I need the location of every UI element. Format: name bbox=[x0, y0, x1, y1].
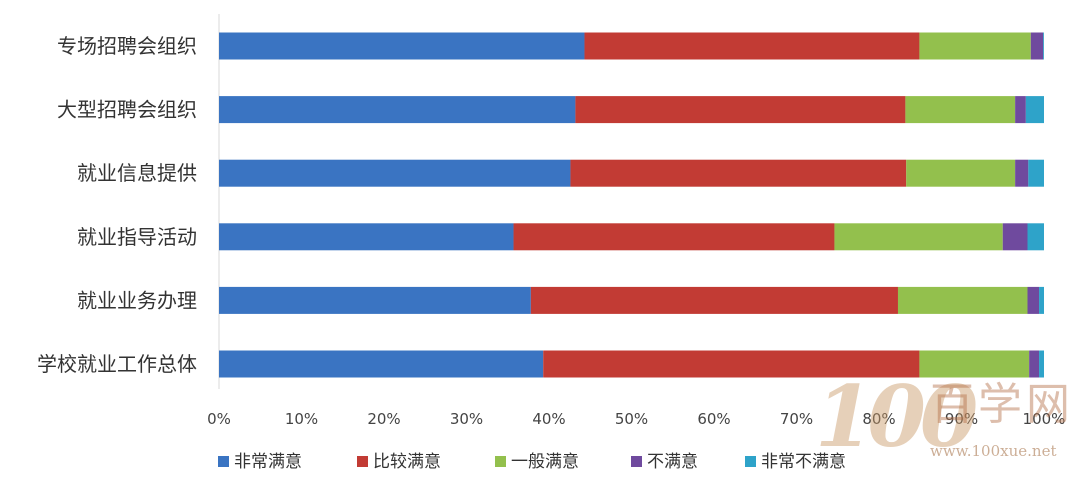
category-label: 大型招聘会组织 bbox=[57, 98, 197, 122]
x-tick-label: 30% bbox=[450, 410, 483, 428]
legend-swatch bbox=[631, 456, 642, 467]
bar-segment bbox=[1043, 32, 1044, 60]
category-label: 专场招聘会组织 bbox=[57, 34, 197, 58]
bar-segment bbox=[1015, 159, 1029, 187]
bar-segment bbox=[570, 159, 907, 187]
bar-segment bbox=[1029, 350, 1040, 378]
category-label: 就业业务办理 bbox=[77, 288, 197, 312]
x-tick-label: 70% bbox=[780, 410, 813, 428]
bar-segment bbox=[1028, 159, 1044, 187]
legend-swatch bbox=[357, 456, 368, 467]
category-label: 就业指导活动 bbox=[77, 225, 197, 249]
bar-segment bbox=[906, 159, 1016, 187]
bar-segment bbox=[1039, 286, 1044, 314]
bar-segment bbox=[219, 286, 531, 314]
bar-segment bbox=[834, 223, 1003, 251]
bar-segment bbox=[584, 32, 920, 60]
bar-segment bbox=[513, 223, 835, 251]
x-tick-label: 60% bbox=[697, 410, 730, 428]
bar-segment bbox=[905, 96, 1016, 124]
bar-segment bbox=[919, 350, 1030, 378]
legend-label: 非常不满意 bbox=[761, 452, 846, 472]
bar-segment bbox=[919, 32, 1031, 60]
legend-label: 一般满意 bbox=[511, 452, 579, 472]
x-tick-label: 20% bbox=[367, 410, 400, 428]
x-tick-label: 80% bbox=[862, 410, 895, 428]
bar-segment bbox=[1002, 223, 1028, 251]
x-tick-label: 10% bbox=[285, 410, 318, 428]
bar-segment bbox=[1027, 223, 1044, 251]
x-tick-label: 90% bbox=[945, 410, 978, 428]
legend-swatch bbox=[495, 456, 506, 467]
bar-segment bbox=[1015, 96, 1026, 124]
bar-segment bbox=[1025, 96, 1044, 124]
legend-label: 不满意 bbox=[647, 452, 698, 472]
bar-segment bbox=[219, 32, 585, 60]
legend-swatch bbox=[745, 456, 756, 467]
bar-segment bbox=[543, 350, 920, 378]
legend-label: 比较满意 bbox=[373, 452, 441, 472]
legend-label: 非常满意 bbox=[234, 452, 302, 472]
bar-segment bbox=[219, 223, 514, 251]
bar-segment bbox=[1039, 350, 1044, 378]
bar-segment bbox=[897, 286, 1028, 314]
x-tick-label: 40% bbox=[532, 410, 565, 428]
x-tick-label: 0% bbox=[207, 410, 231, 428]
bar-segment bbox=[575, 96, 906, 124]
legend-swatch bbox=[218, 456, 229, 467]
x-tick-label: 50% bbox=[615, 410, 648, 428]
bar-segment bbox=[219, 159, 571, 187]
category-label: 学校就业工作总体 bbox=[37, 352, 197, 376]
category-label: 就业信息提供 bbox=[77, 161, 197, 185]
x-tick-label: 100% bbox=[1023, 410, 1066, 428]
bar-segment bbox=[530, 286, 898, 314]
bar-segment bbox=[1030, 32, 1044, 60]
bar-segment bbox=[1027, 286, 1040, 314]
bar-segment bbox=[219, 350, 544, 378]
bar-segment bbox=[219, 96, 576, 124]
